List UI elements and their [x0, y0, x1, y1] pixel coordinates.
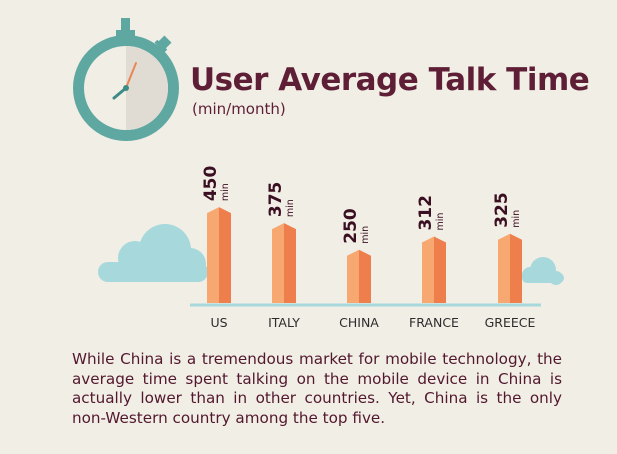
cloud-right [522, 257, 564, 285]
value-label-china: 250 [341, 208, 361, 244]
cloud-left [98, 224, 208, 282]
bar-greece [498, 233, 522, 303]
bar-italy [272, 223, 296, 303]
value-label-italy: 375 [266, 182, 286, 218]
value-label-us: 450 [201, 165, 221, 201]
chart-subtitle: (min/month) [192, 100, 286, 118]
stopwatch-icon [73, 18, 179, 141]
value-label-greece: 325 [492, 192, 512, 228]
unit-label-china: min [360, 226, 371, 244]
unit-label-france: min [435, 213, 446, 231]
category-label-italy: ITALY [268, 315, 300, 330]
category-label-greece: GREECE [485, 315, 536, 330]
bar-us [207, 207, 231, 303]
category-label-france: FRANCE [409, 315, 459, 330]
unit-label-italy: min [285, 199, 296, 217]
unit-label-greece: min [511, 210, 522, 228]
category-label-us: US [210, 315, 227, 330]
chart-title: User Average Talk Time [190, 62, 590, 98]
description-paragraph: While China is a tremendous market for m… [72, 350, 562, 427]
bar-china [347, 249, 371, 303]
bars-layer [207, 207, 522, 303]
bar-france [422, 236, 446, 303]
category-label-china: CHINA [339, 315, 379, 330]
unit-label-us: min [220, 183, 231, 201]
value-label-france: 312 [416, 195, 436, 231]
